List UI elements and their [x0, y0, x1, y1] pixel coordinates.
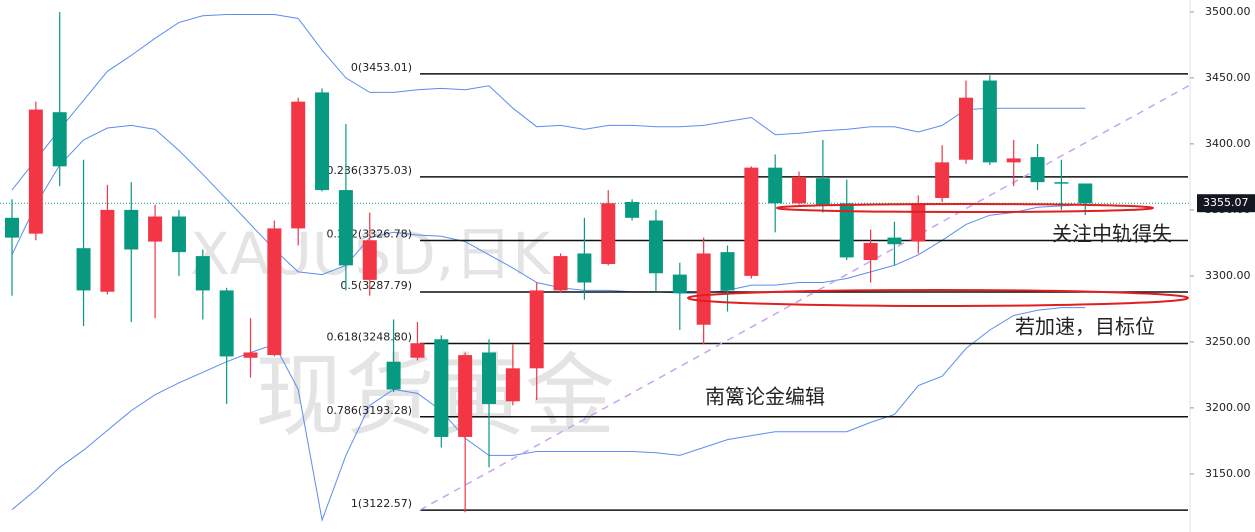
y-axis: 3150.003200.003250.003300.003350.003400.…	[1190, 5, 1255, 480]
band-line	[11, 14, 1086, 191]
highlight-ellipse	[687, 289, 1189, 307]
candle-body	[672, 274, 687, 294]
candle-body	[434, 339, 449, 437]
candle-body	[1078, 183, 1093, 204]
candle-body	[410, 343, 425, 358]
fib-label: 0.618(3248.80)	[326, 330, 412, 343]
candle-body	[744, 167, 759, 276]
trend-line	[419, 84, 1191, 511]
bands-layer	[11, 14, 1086, 522]
candle-body	[863, 242, 878, 261]
highlight-ellipse	[776, 203, 1154, 213]
candle-body	[5, 217, 19, 238]
candle-body	[362, 240, 377, 280]
candle-body	[982, 80, 997, 163]
candle-body	[577, 253, 592, 283]
candle-body	[815, 178, 830, 206]
fib-label: 0.5(3287.79)	[340, 279, 412, 292]
y-tick-label: 3150.00	[1205, 467, 1251, 480]
fib-label: 0.786(3193.28)	[326, 404, 412, 417]
y-tick-label: 3200.00	[1205, 401, 1251, 414]
candle-body	[28, 109, 43, 234]
candle-body	[219, 290, 234, 357]
candle-body	[720, 252, 735, 291]
band-line	[11, 307, 1086, 522]
candle-body	[625, 201, 640, 218]
candle-body	[315, 92, 330, 191]
candle-body	[1006, 158, 1021, 163]
candle-body	[601, 203, 616, 265]
candle-body	[768, 167, 783, 204]
candle-body	[529, 290, 544, 369]
candle-body	[386, 361, 401, 390]
candle-body	[1030, 157, 1045, 183]
candle-body	[338, 190, 353, 266]
candle-body	[935, 162, 950, 199]
y-tick-label: 3450.00	[1205, 71, 1251, 84]
candle-body	[1054, 182, 1069, 184]
candle-body	[171, 216, 186, 253]
annotation: 关注中轨得失	[1052, 222, 1172, 246]
y-tick-label: 3400.00	[1205, 137, 1251, 150]
candle-body	[696, 253, 711, 325]
candle-body	[839, 203, 854, 258]
annotation: 若加速，目标位	[1015, 315, 1155, 339]
y-tick-label: 3250.00	[1205, 335, 1251, 348]
candle-body	[195, 256, 210, 291]
candle-body	[792, 176, 807, 204]
candle-body	[76, 248, 91, 291]
y-tick-label: 3300.00	[1205, 269, 1251, 282]
candles-layer	[5, 11, 1093, 513]
candle-body	[911, 203, 926, 242]
candle-body	[458, 355, 473, 437]
fib-label: 1(3122.57)	[351, 497, 412, 510]
annotation: 南篱论金编辑	[705, 385, 825, 409]
candle-body	[100, 209, 115, 292]
candle-body	[553, 256, 568, 291]
last-price-label: 3355.07	[1203, 196, 1249, 209]
fib-label: 0(3453.01)	[351, 61, 412, 74]
candle-body	[148, 216, 163, 242]
candle-body	[291, 101, 306, 229]
candle-body	[243, 352, 258, 358]
candle-body	[959, 97, 973, 160]
band-line	[11, 124, 1086, 294]
candle-body	[267, 228, 282, 356]
candle-body	[648, 220, 663, 274]
last-price-box	[1197, 194, 1255, 213]
axis-layer	[0, 0, 1191, 532]
fib-label: 0.236(3375.03)	[326, 164, 412, 177]
candle-body	[124, 209, 139, 250]
y-tick-label: 3500.00	[1205, 5, 1251, 18]
candle-body	[505, 368, 520, 402]
candle-body	[52, 112, 67, 167]
candle-body	[482, 352, 496, 404]
candle-body	[887, 237, 902, 245]
